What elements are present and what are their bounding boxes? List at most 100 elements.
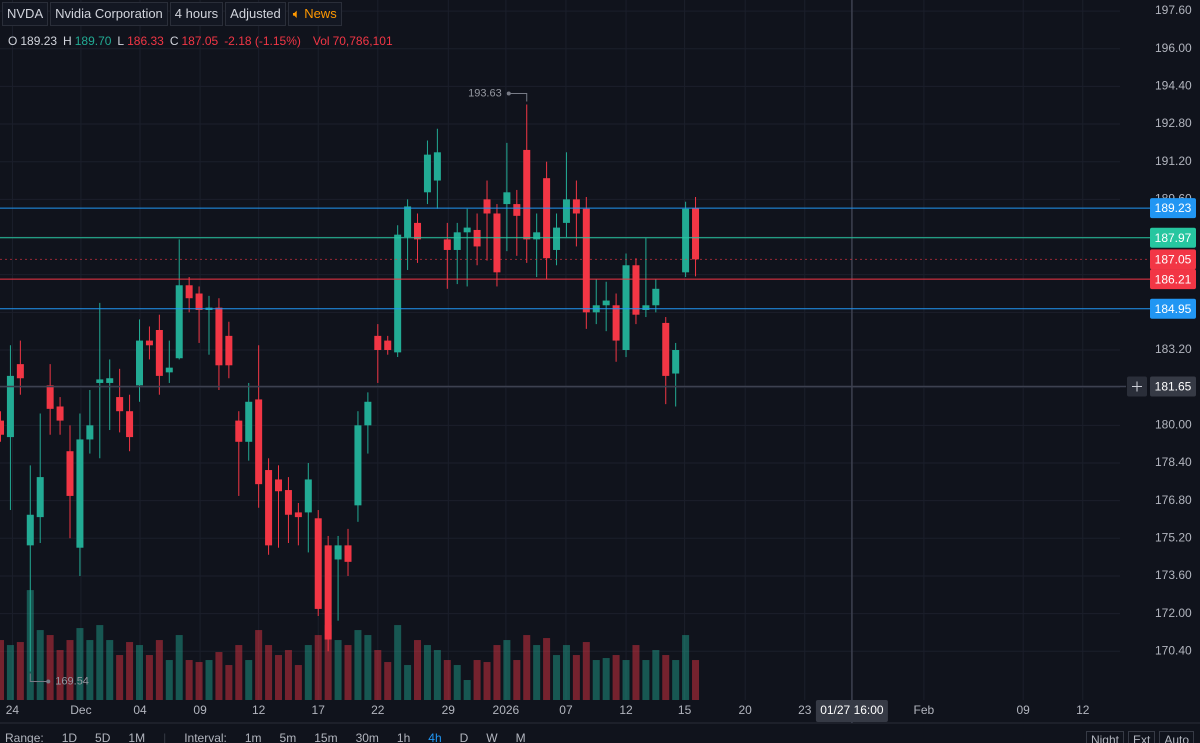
x-tick-label: 04 (133, 703, 147, 717)
x-tick-label: Dec (70, 703, 91, 717)
x-tick-label: 09 (1017, 703, 1031, 717)
candle-body (324, 545, 332, 640)
volume-bar (126, 642, 134, 700)
candle-body (245, 401, 253, 442)
high-label: 193.63 (468, 87, 502, 99)
adjustment-button[interactable]: Adjusted (225, 2, 286, 26)
interval-button[interactable]: 1m (244, 731, 262, 743)
volume-bar (582, 642, 590, 700)
candle-body (672, 350, 680, 374)
range-label: Range: (5, 731, 44, 743)
candle-body (334, 545, 342, 560)
interval-button[interactable]: 5m (279, 731, 297, 743)
legend-item: O 189.23 (8, 34, 57, 48)
volume-bar (493, 645, 501, 700)
legend-item: L 186.33 (117, 34, 163, 48)
interval-button[interactable]: 1h (396, 731, 411, 743)
range-button[interactable]: 1D (61, 731, 78, 743)
volume-bar (642, 660, 650, 700)
bottom-bar: Range: 1D 5D 1M | Interval: 1m 5m 15m 30m 1h 4h D W M N… (5, 731, 1200, 743)
y-tick-label: 192.80 (1155, 116, 1192, 130)
change: -2.18 (-1.15%) (224, 34, 301, 48)
candle-body (155, 329, 163, 376)
candle-body (314, 518, 322, 609)
volume-bar (215, 652, 223, 700)
symbol[interactable]: NVDA (2, 2, 49, 26)
news-button[interactable]: 🔈︎ News (287, 2, 342, 26)
legend-label: L (117, 34, 125, 48)
candle-body (453, 232, 461, 250)
volume-bar (56, 650, 64, 700)
candle-body (384, 340, 392, 350)
volume-bar (155, 640, 163, 700)
volume-bar (503, 640, 511, 700)
y-tick-label: 170.40 (1155, 643, 1192, 657)
price-badge (1150, 269, 1196, 290)
interval-button[interactable]: D (459, 731, 469, 743)
interval-button[interactable]: 4h (428, 731, 442, 743)
volume-bar (652, 650, 660, 700)
toggle-button[interactable]: Ext (1127, 731, 1156, 743)
interval-label: Interval: (184, 731, 227, 743)
volume-bar (632, 645, 640, 700)
candle-body (354, 425, 362, 506)
interval-button[interactable]: 4 hours (169, 2, 224, 26)
volume-bar (165, 660, 173, 700)
price-badge-label: 187.97 (1155, 231, 1192, 245)
volume-bar (265, 645, 273, 700)
interval-button[interactable]: W (486, 731, 498, 743)
volume-bar (602, 658, 610, 700)
interval-button[interactable]: M (515, 731, 526, 743)
candle-body (493, 213, 501, 273)
price-badge-label: 189.23 (1155, 201, 1192, 215)
low-label: 169.54 (55, 675, 89, 687)
volume-bar (384, 662, 392, 700)
x-tick-label: 12 (252, 703, 266, 717)
company-name[interactable]: Nvidia Corporation (50, 2, 168, 26)
x-tick-label: 29 (442, 703, 456, 717)
volume-bar (374, 650, 382, 700)
candle-body (692, 208, 700, 260)
volume-bar (195, 662, 203, 700)
interval-button[interactable]: 30m (355, 731, 379, 743)
candle-body (86, 425, 94, 440)
crosshair-price-label: 181.65 (1155, 380, 1192, 394)
y-tick-label: 183.20 (1155, 342, 1192, 356)
crosshair-time-badge (815, 700, 888, 722)
range-button[interactable]: 5D (95, 731, 111, 743)
candle-body (294, 512, 302, 518)
volume-bar (36, 630, 44, 700)
price-badge (1150, 249, 1196, 270)
volume-bar (622, 660, 630, 700)
toggle-button[interactable]: Night (1085, 731, 1124, 743)
candle-body (404, 206, 412, 238)
legend-label: C (169, 34, 179, 48)
toggle-group: Night Ext Auto (1085, 731, 1194, 743)
volume-bar (354, 630, 362, 700)
toggle-button[interactable]: Auto (1159, 731, 1194, 743)
candle-body (284, 490, 292, 515)
volume-bar (394, 625, 402, 700)
crosshair-price-badge (1150, 376, 1196, 397)
y-tick-label: 191.20 (1155, 154, 1192, 168)
candle-body (56, 406, 64, 421)
price-badge (1150, 227, 1196, 248)
candle-body (533, 232, 541, 240)
range-button[interactable]: 1M (128, 731, 146, 743)
x-tick-label: 2026 (493, 703, 520, 717)
volume-bar (423, 645, 431, 700)
candle-body (602, 300, 610, 306)
y-tick-label: 172.00 (1155, 606, 1192, 620)
y-tick-label: 196.00 (1155, 41, 1192, 55)
candle-body (483, 199, 491, 214)
volume-bar (592, 660, 600, 700)
y-tick-label: 173.60 (1155, 568, 1192, 582)
legend-label: H (63, 34, 72, 48)
x-tick-label: 20 (738, 703, 752, 717)
interval-button[interactable]: 15m (314, 731, 338, 743)
separator: | (163, 731, 167, 743)
candle-body (562, 199, 570, 223)
volume-bar (682, 635, 690, 700)
